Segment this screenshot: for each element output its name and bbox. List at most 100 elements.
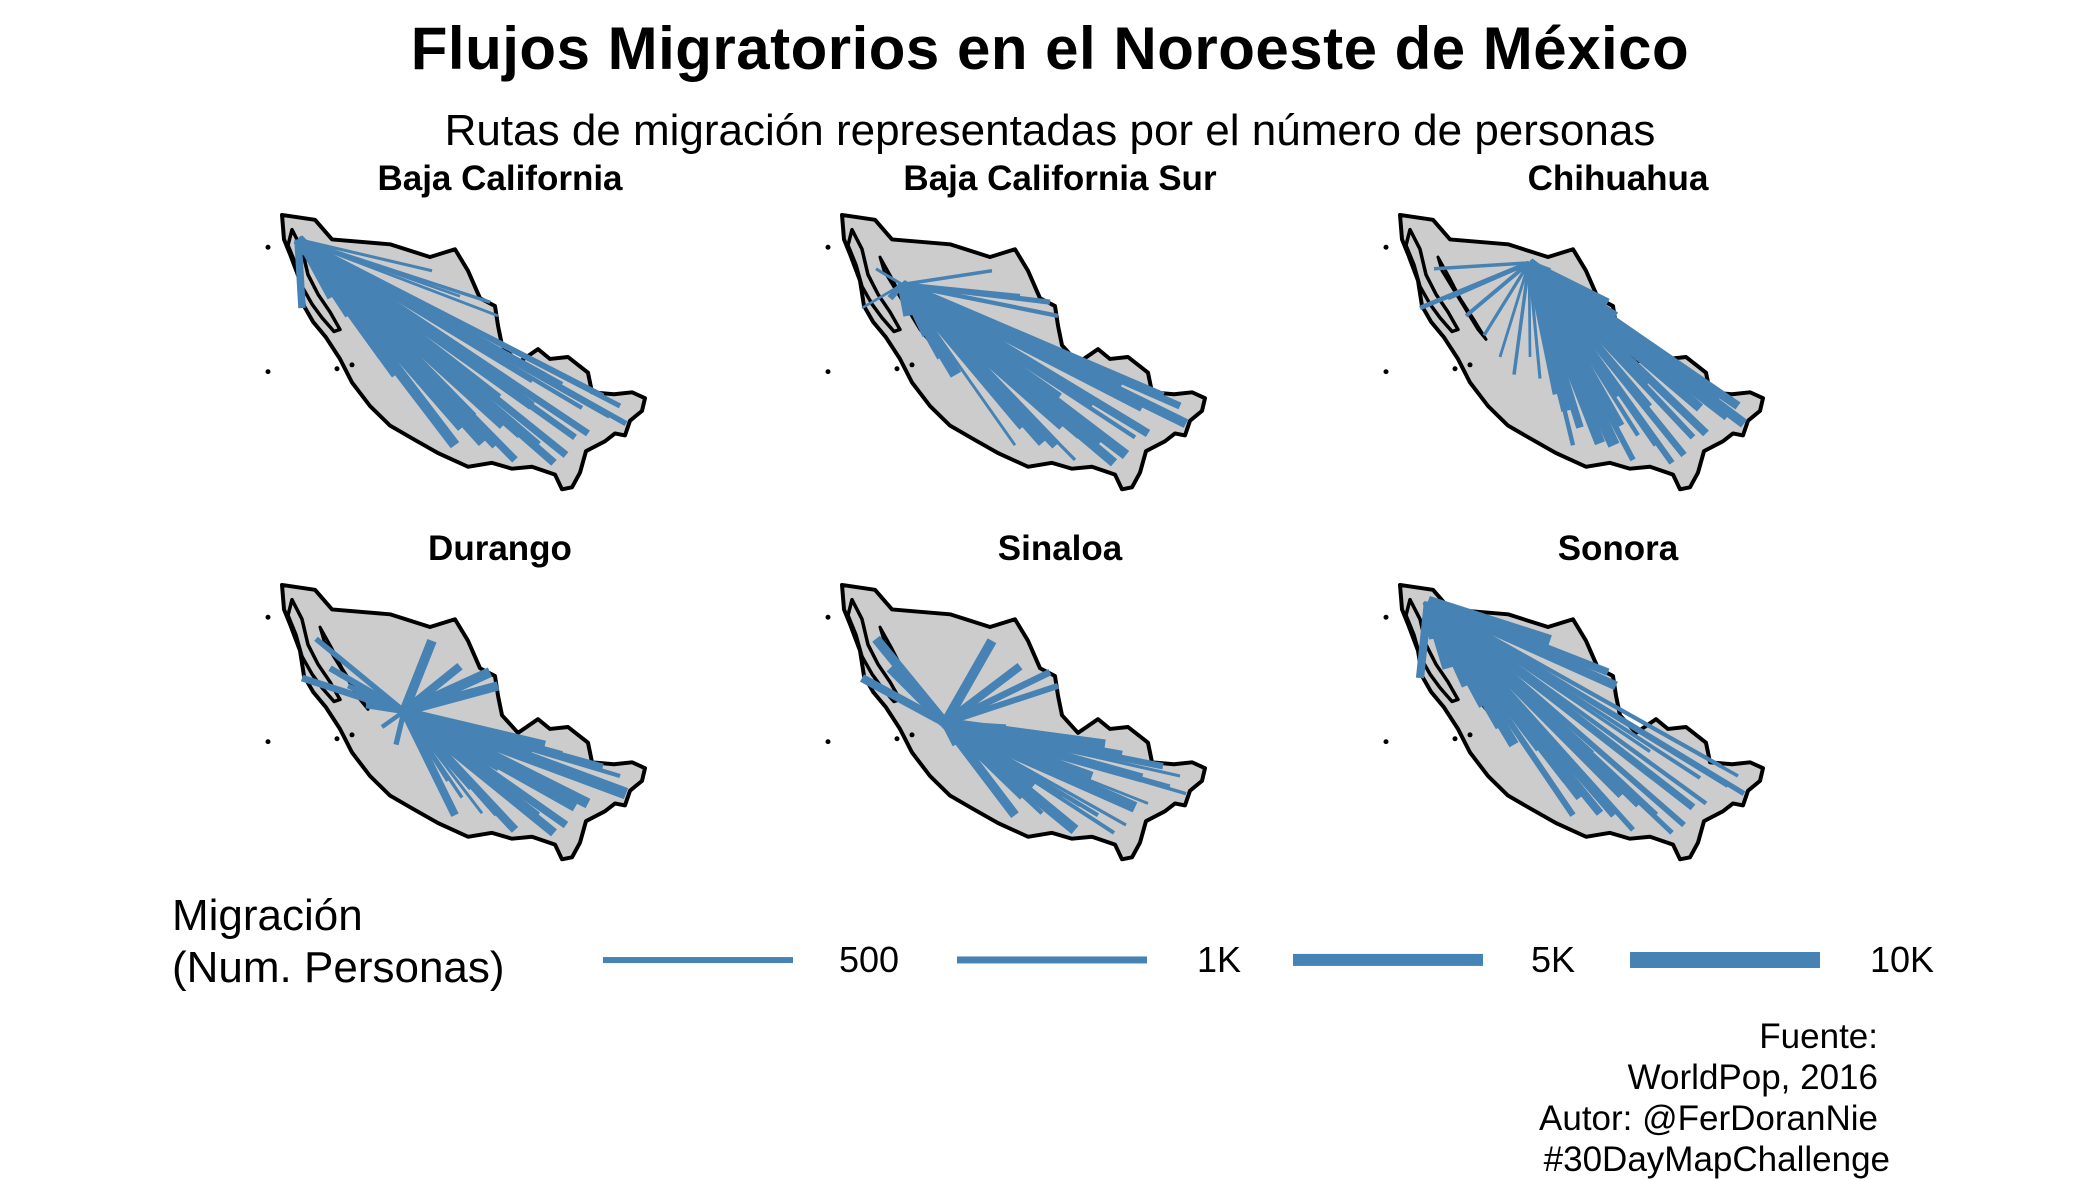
island-dot xyxy=(1452,736,1458,742)
caption-line: #30DayMapChallenge xyxy=(1543,1140,1890,1179)
flow-line xyxy=(859,674,948,727)
flow-line xyxy=(399,639,437,714)
island-dot xyxy=(265,244,271,250)
flow-line xyxy=(1426,599,1746,796)
facet-title: Baja California xyxy=(377,159,623,198)
flow-line xyxy=(1426,599,1635,832)
island-dot xyxy=(1467,732,1473,738)
facet-panel-durango: Durango xyxy=(220,530,780,870)
flow-line xyxy=(297,237,491,304)
flow-line xyxy=(296,237,628,427)
island-dot xyxy=(909,362,915,368)
island-dot xyxy=(1383,739,1389,745)
legend-title: Migración (Num. Personas) xyxy=(172,890,505,994)
flow-line xyxy=(297,238,499,318)
flow-line xyxy=(294,239,306,309)
baja-peninsula xyxy=(286,597,342,704)
flow-line xyxy=(314,636,406,714)
mexico-outline xyxy=(840,212,1207,492)
flow-line xyxy=(295,236,518,463)
flow-line xyxy=(875,267,903,286)
flow-line xyxy=(400,709,459,817)
island-dot xyxy=(1452,366,1458,372)
baja-peninsula xyxy=(846,227,902,334)
facet-title: Baja California Sur xyxy=(903,159,1217,198)
island-dot xyxy=(334,736,340,742)
flow-line xyxy=(1526,260,1696,440)
legend-label: 1K xyxy=(1197,939,1242,980)
flow-line xyxy=(944,682,1059,726)
island-dot xyxy=(265,369,271,375)
island-dot xyxy=(825,614,831,620)
facet-title: Chihuahua xyxy=(1527,159,1709,198)
flow-line xyxy=(872,635,949,727)
island-dot xyxy=(825,369,831,375)
legend-key-line xyxy=(1630,952,1820,968)
facet-map xyxy=(1383,582,1765,862)
legend-item-5k: 5K xyxy=(1293,940,1613,980)
legend-title-line: (Num. Personas) xyxy=(172,943,505,992)
flow-line xyxy=(1527,262,1542,379)
island-dot xyxy=(1383,244,1389,250)
flow-line xyxy=(1527,262,1532,358)
legend-item-1k: 1K xyxy=(957,940,1277,980)
island-dot xyxy=(349,362,355,368)
flow-line xyxy=(1526,261,1636,462)
caption: Fuente: WorldPop, 2016 Autor: @FerDoranN… xyxy=(1539,1016,1890,1180)
island-dot xyxy=(1383,369,1389,375)
mexico-outline xyxy=(840,582,1207,862)
flow-line xyxy=(901,269,993,287)
flow-line xyxy=(1526,262,1576,446)
flow-line xyxy=(1464,261,1531,318)
flow-line xyxy=(297,237,433,273)
island-dot xyxy=(825,244,831,250)
island-dot xyxy=(909,732,915,738)
facet-title: Durango xyxy=(428,529,572,568)
facet-panel-chihuahua: Chihuahua xyxy=(1338,160,1898,500)
flow-line xyxy=(941,719,1079,834)
island-dot xyxy=(894,736,900,742)
legend-label: 5K xyxy=(1531,939,1576,980)
facet-panel-sinaloa: Sinaloa xyxy=(780,530,1340,870)
legend-key-line xyxy=(957,956,1147,964)
caption-line: Autor: @FerDoranNie xyxy=(1539,1099,1878,1138)
legend-label: 500 xyxy=(839,939,900,980)
flow-line xyxy=(1433,261,1530,271)
facet-title: Sonora xyxy=(1557,529,1679,568)
facet-panel-sonora: Sonora xyxy=(1338,530,1898,870)
flow-line xyxy=(1526,261,1593,419)
island-dot xyxy=(894,366,900,372)
baja-peninsula xyxy=(846,597,902,704)
flow-line xyxy=(300,674,406,715)
flow-line xyxy=(400,708,519,833)
flow-line xyxy=(402,681,500,716)
flow-line xyxy=(1525,259,1748,428)
flow-line xyxy=(1419,260,1530,311)
flow-line xyxy=(861,283,903,310)
flow-line xyxy=(900,282,1137,440)
flow-line xyxy=(1498,262,1531,358)
flow-line xyxy=(897,283,913,317)
island-dot xyxy=(1467,362,1473,368)
flow-line xyxy=(900,283,1077,462)
flow-line xyxy=(1512,262,1531,375)
flow-line xyxy=(944,721,1181,778)
legend-item-500: 500 xyxy=(603,940,923,980)
island-dot xyxy=(825,739,831,745)
caption-line: WorldPop, 2016 xyxy=(1627,1058,1878,1097)
caption-line: Fuente: xyxy=(1759,1017,1878,1056)
legend-key-line xyxy=(603,957,793,963)
flow-line xyxy=(940,638,997,726)
legend-item-10k: 10K xyxy=(1630,940,1960,980)
flow-line xyxy=(296,236,577,440)
flow-line xyxy=(942,718,1138,813)
flow-line xyxy=(1425,599,1576,817)
flow-line xyxy=(1426,597,1618,690)
facet-panel-baja-california-sur: Baja California Sur xyxy=(780,160,1340,500)
facet-map xyxy=(265,582,647,862)
facet-title: Sinaloa xyxy=(997,529,1123,568)
map-title: Flujos Migratorios en el Noroeste de Méx… xyxy=(410,15,1690,82)
island-dot xyxy=(349,732,355,738)
island-dot xyxy=(265,614,271,620)
baja-peninsula xyxy=(1404,227,1460,334)
